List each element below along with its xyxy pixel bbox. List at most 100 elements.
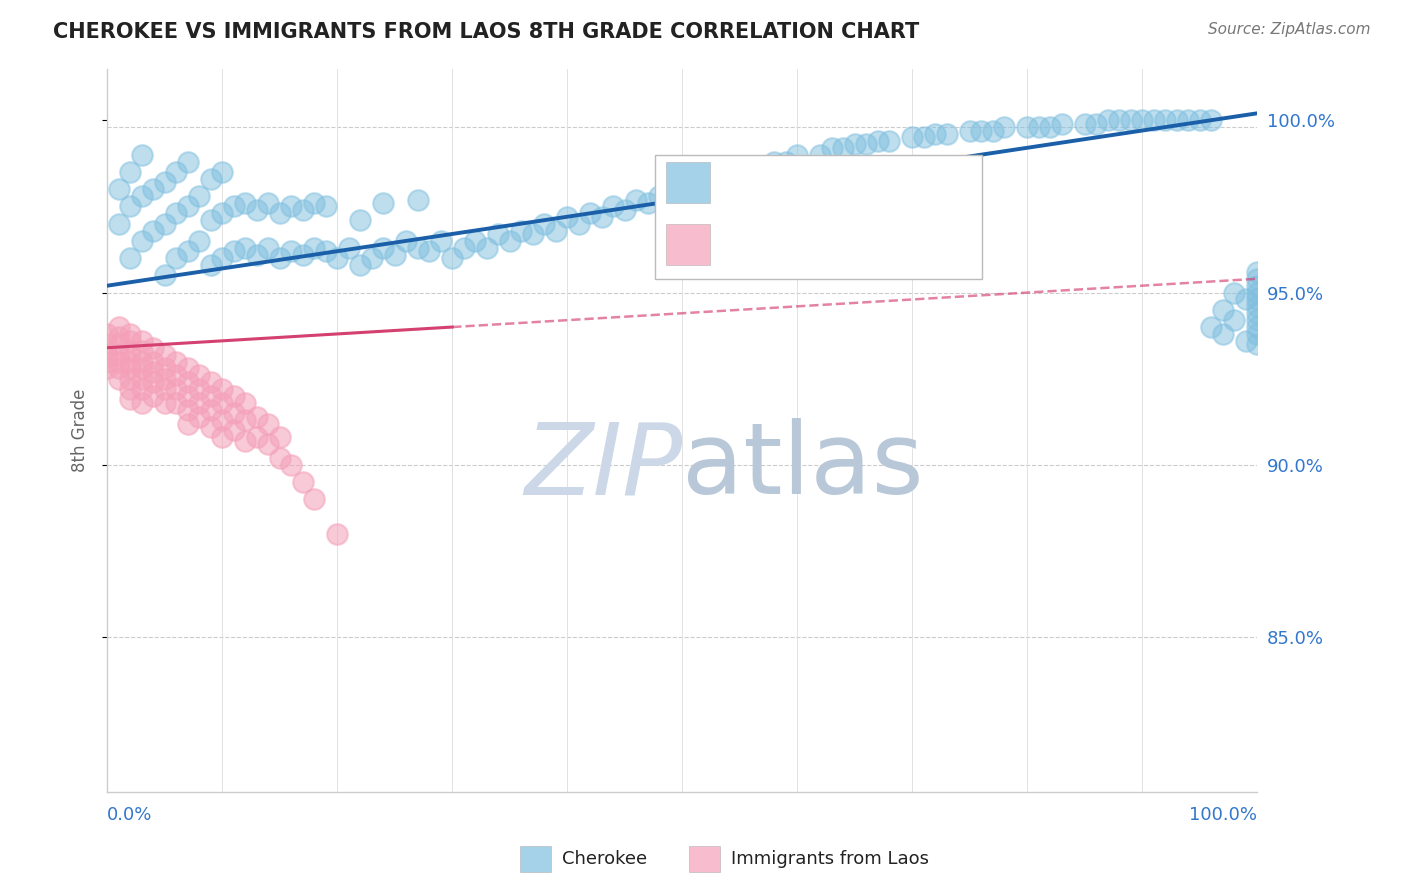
Point — [1223, 313, 1246, 327]
Point — [96, 326, 118, 341]
Point — [1246, 272, 1268, 286]
Text: Immigrants from Laos: Immigrants from Laos — [731, 850, 929, 868]
Point — [211, 165, 233, 179]
Point — [233, 413, 256, 427]
Text: 0.0%: 0.0% — [107, 806, 153, 824]
Point — [360, 251, 382, 265]
Point — [211, 206, 233, 220]
Point — [855, 137, 877, 152]
Point — [131, 147, 153, 161]
Point — [1246, 278, 1268, 293]
Point — [153, 175, 176, 189]
Point — [717, 169, 740, 183]
Point — [107, 337, 129, 351]
Point — [120, 326, 142, 341]
Point — [1246, 326, 1268, 341]
Point — [1246, 320, 1268, 334]
Point — [153, 348, 176, 362]
Point — [200, 171, 222, 186]
Point — [441, 251, 464, 265]
Point — [728, 169, 751, 183]
Point — [257, 417, 280, 431]
Point — [188, 409, 211, 424]
Point — [1154, 113, 1177, 128]
Point — [96, 354, 118, 368]
Point — [808, 147, 831, 161]
Point — [131, 189, 153, 203]
Point — [1085, 117, 1108, 131]
Point — [820, 141, 842, 155]
Point — [349, 213, 371, 227]
Point — [120, 344, 142, 359]
Point — [1212, 302, 1234, 317]
Point — [222, 244, 245, 259]
Point — [1108, 113, 1130, 128]
Point — [177, 199, 200, 213]
Point — [406, 193, 429, 207]
Point — [1223, 285, 1246, 300]
Point — [429, 234, 451, 248]
Point — [177, 361, 200, 376]
Point — [1246, 306, 1268, 320]
Point — [935, 127, 957, 141]
Point — [131, 334, 153, 348]
Point — [1177, 113, 1199, 128]
Text: 100.0%: 100.0% — [1189, 806, 1257, 824]
Point — [280, 199, 302, 213]
Point — [1130, 113, 1153, 128]
Point — [142, 389, 165, 403]
Point — [740, 161, 762, 176]
Point — [188, 189, 211, 203]
Point — [624, 193, 647, 207]
Point — [304, 241, 326, 255]
Point — [993, 120, 1015, 135]
Point — [107, 372, 129, 386]
Y-axis label: 8th Grade: 8th Grade — [72, 389, 89, 472]
Point — [177, 389, 200, 403]
Point — [222, 406, 245, 420]
Point — [200, 258, 222, 272]
Point — [165, 368, 187, 383]
Point — [177, 154, 200, 169]
Point — [165, 354, 187, 368]
Point — [1050, 117, 1073, 131]
Point — [533, 217, 555, 231]
Point — [326, 251, 349, 265]
Text: CHEROKEE VS IMMIGRANTS FROM LAOS 8TH GRADE CORRELATION CHART: CHEROKEE VS IMMIGRANTS FROM LAOS 8TH GRA… — [53, 22, 920, 42]
Point — [165, 251, 187, 265]
Point — [222, 199, 245, 213]
Point — [188, 368, 211, 383]
Point — [200, 375, 222, 389]
Point — [188, 234, 211, 248]
Point — [153, 268, 176, 283]
Point — [315, 244, 337, 259]
Point — [1199, 320, 1222, 334]
Point — [877, 134, 900, 148]
Point — [602, 199, 624, 213]
Point — [832, 141, 855, 155]
Point — [131, 396, 153, 410]
Point — [222, 389, 245, 403]
Point — [165, 382, 187, 396]
Point — [763, 154, 786, 169]
Point — [153, 396, 176, 410]
Point — [177, 244, 200, 259]
Point — [120, 251, 142, 265]
Point — [200, 420, 222, 434]
Point — [1142, 113, 1164, 128]
Point — [142, 341, 165, 355]
Point — [866, 134, 889, 148]
Point — [96, 348, 118, 362]
Point — [211, 413, 233, 427]
Point — [522, 227, 544, 241]
Point — [924, 127, 946, 141]
Point — [153, 372, 176, 386]
Point — [510, 223, 533, 237]
Point — [304, 196, 326, 211]
Point — [131, 344, 153, 359]
Point — [959, 123, 981, 137]
Point — [775, 154, 797, 169]
Point — [165, 206, 187, 220]
Point — [257, 196, 280, 211]
Point — [1246, 313, 1268, 327]
